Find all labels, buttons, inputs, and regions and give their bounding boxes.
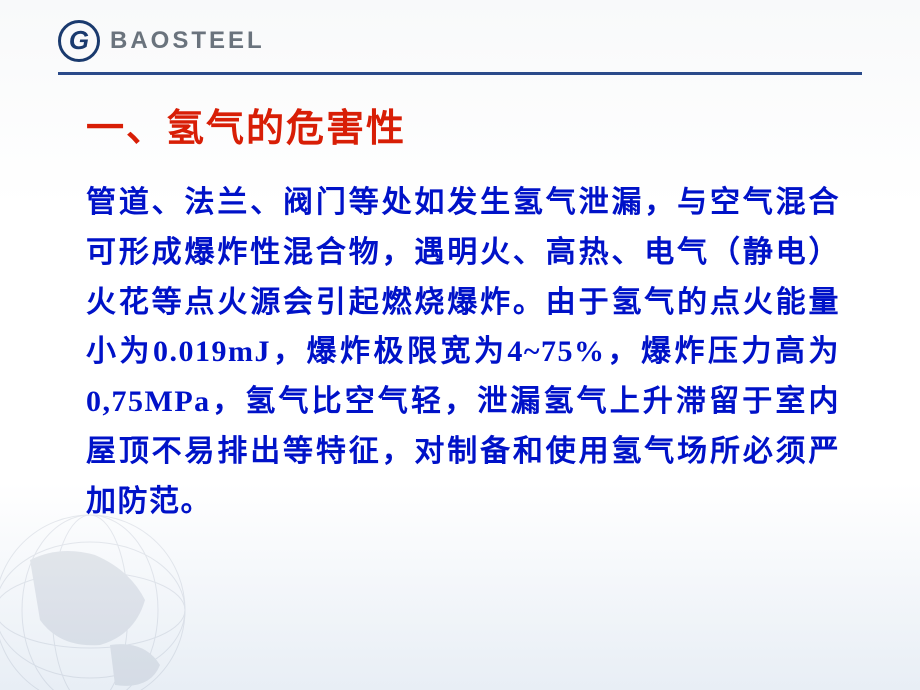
header: G BAOSTEEL	[0, 0, 920, 70]
header-divider	[58, 72, 862, 75]
slide-title: 一、氢气的危害性	[86, 97, 920, 152]
brand-name: BAOSTEEL	[110, 27, 265, 55]
slide-body: 管道、法兰、阀门等处如发生氢气泄漏，与空气混合可形成爆炸性混合物，遇明火、高热、…	[86, 178, 840, 527]
logo-letter: G	[69, 25, 89, 56]
logo-icon: G	[58, 20, 100, 62]
